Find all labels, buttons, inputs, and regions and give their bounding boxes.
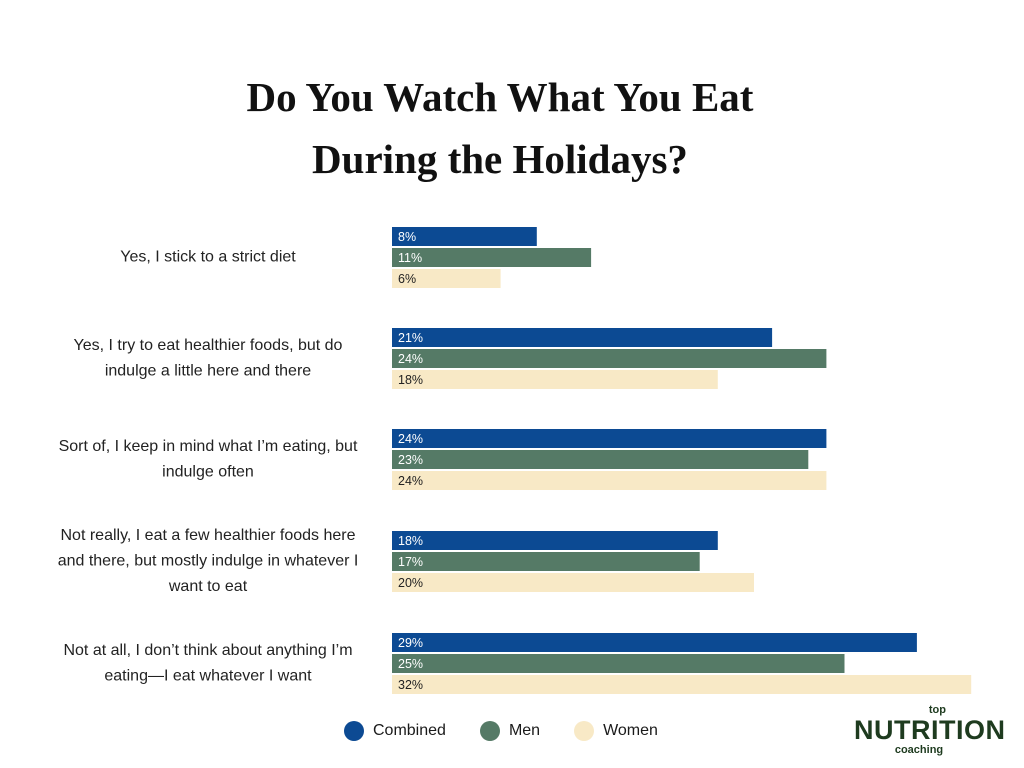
- legend-swatch-combined: [344, 721, 364, 741]
- logo-main-text: NUTRITION: [854, 715, 1006, 745]
- bar-label-combined-2: 21%: [398, 331, 423, 345]
- bar-label-men-2: 24%: [398, 352, 423, 366]
- category-label-5-line-1: Not at all, I don’t think about anything…: [63, 642, 352, 659]
- legend-item-combined: Combined: [344, 721, 446, 741]
- bar-label-women-5: 32%: [398, 678, 423, 692]
- logo-sub-text: coaching: [894, 744, 944, 756]
- bar-combined-4: [392, 531, 718, 550]
- legend-item-men: Men: [479, 721, 541, 741]
- legend-swatch-men: [479, 721, 500, 741]
- bar-label-women-3: 24%: [398, 474, 423, 488]
- bar-label-men-4: 17%: [398, 555, 423, 569]
- bar-women-1: [392, 269, 501, 288]
- category-label-1-line-1: Yes, I stick to a strict diet: [120, 249, 296, 266]
- category-label-4-line-1: Not really, I eat a few healthier foods …: [61, 527, 356, 544]
- bar-men-5: [392, 654, 845, 673]
- bar-women-5: [392, 675, 972, 694]
- legend-item-women: Women: [574, 721, 658, 741]
- category-label-2-line-1: Yes, I try to eat healthier foods, but d…: [74, 337, 343, 354]
- bar-women-2: [392, 370, 718, 389]
- category-label-3-line-1: Sort of, I keep in mind what I’m eating,…: [59, 438, 358, 455]
- bar-label-women-2: 18%: [398, 373, 423, 387]
- bar-men-3: [392, 450, 809, 469]
- bar-chart: Yes, I stick to a strict diet 8% 11% 6% Yes,…: [58, 227, 972, 694]
- legend-label-women: Women: [603, 722, 658, 739]
- legend-swatch-women: [574, 721, 595, 741]
- bar-combined-1: [392, 227, 537, 246]
- category-label-5-line-2: eating—I eat whatever I want: [104, 667, 312, 684]
- legend: Combined Men Women: [344, 721, 692, 741]
- bar-label-combined-3: 24%: [398, 432, 423, 446]
- bar-women-3: [392, 471, 827, 490]
- bar-label-women-4: 20%: [398, 576, 423, 590]
- legend-label-combined: Combined: [373, 722, 446, 739]
- bar-label-men-3: 23%: [398, 453, 423, 467]
- legend-label-men: Men: [508, 722, 541, 739]
- category-label-2-line-2: indulge a little here and there: [105, 362, 311, 379]
- category-label-3-line-2: indulge often: [162, 463, 254, 480]
- brand-logo: top NUTRITION coaching: [854, 704, 1006, 756]
- bar-label-combined-4: 18%: [398, 534, 423, 548]
- bar-combined-3: [392, 429, 827, 448]
- bar-combined-5: [392, 633, 917, 652]
- chart-title-line-2: During the Holidays?: [312, 136, 688, 182]
- category-label-4-line-3: want to eat: [168, 578, 248, 595]
- bar-label-combined-1: 8%: [398, 230, 416, 244]
- bar-women-4: [392, 573, 754, 592]
- bar-combined-2: [392, 328, 773, 347]
- bar-label-combined-5: 29%: [398, 636, 423, 650]
- bar-label-women-1: 6%: [398, 272, 416, 286]
- bar-label-men-1: 11%: [398, 251, 422, 265]
- bar-men-1: [392, 248, 592, 267]
- bar-men-2: [392, 349, 827, 368]
- chart-title-line-1: Do You Watch What You Eat: [246, 74, 754, 120]
- logo-top-text: top: [928, 704, 946, 716]
- chart-title: Do You Watch What You Eat During the Hol…: [0, 66, 1000, 190]
- bar-label-men-5: 25%: [398, 657, 423, 671]
- category-label-4-line-2: and there, but mostly indulge in whateve…: [58, 553, 359, 570]
- bar-men-4: [392, 552, 700, 571]
